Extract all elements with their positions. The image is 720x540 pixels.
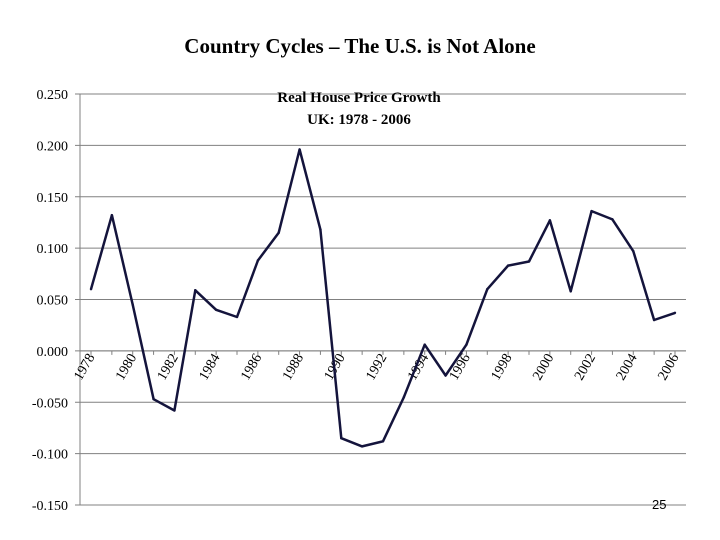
x-tick-label: 2000	[530, 351, 557, 383]
data-point	[152, 397, 155, 401]
data-point	[298, 148, 301, 151]
axes	[75, 93, 686, 506]
series-layer	[89, 148, 677, 448]
x-tick-label: 1994	[405, 351, 432, 383]
data-point	[632, 250, 635, 253]
x-tick-label: 1980	[113, 351, 140, 383]
data-point	[486, 288, 489, 291]
slide-title: Country Cycles – The U.S. is Not Alone	[184, 34, 536, 58]
data-point	[444, 374, 447, 377]
data-point	[548, 219, 552, 222]
gridlines	[80, 93, 686, 506]
x-tick-label: 1992	[363, 351, 390, 383]
data-point	[423, 343, 426, 346]
data-point	[590, 209, 593, 213]
data-point	[319, 228, 322, 231]
chart-subtitle: UK: 1978 - 2006	[307, 112, 411, 128]
data-point	[131, 303, 134, 306]
data-point	[110, 214, 114, 217]
data-point	[340, 437, 343, 440]
data-point	[173, 409, 176, 412]
x-tick-label: 1978	[71, 351, 98, 383]
y-tick-label: 0.100	[37, 242, 69, 257]
data-point	[506, 264, 510, 267]
data-point	[277, 231, 280, 234]
y-tick-label: 0.000	[37, 345, 69, 360]
x-tick-label: 2004	[614, 351, 641, 383]
y-axis-tick-labels: 0.250 0.200 0.150 0.100 0.050 0.000 -0.050 -0.1…	[32, 88, 68, 514]
y-tick-label: 0.150	[37, 191, 69, 206]
x-tick-label: 1988	[280, 351, 307, 383]
chart-title: Real House Price Growth	[277, 90, 441, 106]
page-number: 25	[652, 497, 667, 512]
x-tick-label: 1982	[155, 351, 182, 383]
x-axis-tick-labels: 1978 1980 1982 1984 1986 1988 1990 1992 1994 1996…	[71, 351, 682, 383]
data-point	[673, 311, 677, 315]
data-point	[360, 445, 364, 448]
data-point	[402, 395, 406, 399]
data-point	[89, 288, 93, 291]
y-tick-label: -0.100	[32, 448, 68, 463]
data-point	[652, 318, 656, 322]
x-tick-label: 1984	[197, 351, 224, 383]
x-tick-label: 2006	[655, 351, 682, 383]
data-point	[611, 218, 614, 221]
data-point	[194, 289, 197, 292]
data-point	[527, 260, 531, 263]
y-tick-label: 0.050	[37, 294, 69, 309]
y-tick-label: -0.050	[32, 396, 68, 411]
y-tick-label: -0.150	[32, 499, 68, 514]
data-point	[381, 440, 385, 443]
y-tick-label: 0.250	[37, 88, 69, 103]
data-point	[465, 343, 468, 346]
data-point	[569, 290, 572, 293]
x-tick-label: 1986	[238, 351, 265, 383]
x-tick-label: 1998	[489, 351, 516, 383]
data-point	[214, 308, 218, 311]
data-point	[235, 315, 239, 319]
x-tick-label: 2002	[572, 351, 599, 383]
data-point	[256, 259, 260, 262]
y-tick-label: 0.200	[37, 139, 69, 154]
